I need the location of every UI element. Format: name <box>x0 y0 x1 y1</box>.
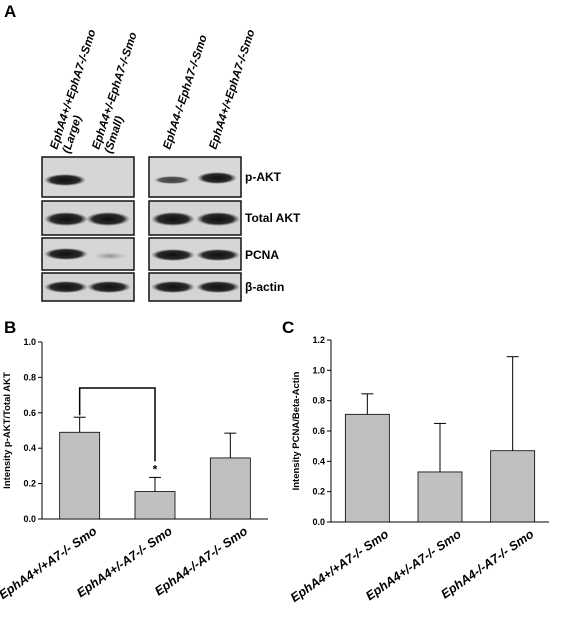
blot-row-beta-actin: β-actin <box>41 272 284 302</box>
y-tick-label: 0.0 <box>312 517 325 527</box>
category-label: EphA4+/+A7-/- Smo <box>288 527 391 605</box>
blot-row-p-akt: p-AKT <box>41 156 282 198</box>
band <box>44 248 88 260</box>
bar <box>490 450 536 523</box>
lane-label-4-line1: EphA4+/+EphA7-/-Smo <box>207 28 257 151</box>
bar <box>209 457 251 520</box>
panel-label-a: A <box>4 2 17 21</box>
lane-label-2: EphA4+/-EphA7-/-Smo (Small) <box>90 31 139 155</box>
lane-label-3: EphA4-/-EphA7-/-Smo <box>161 34 209 151</box>
band <box>151 281 195 293</box>
category-label: EphA4-/-A7-/- Smo <box>438 527 536 602</box>
band <box>44 174 86 186</box>
y-tick-label: 1.0 <box>312 365 325 375</box>
row-label-total-akt: Total AKT <box>245 211 301 225</box>
y-tick-label: 0.2 <box>23 479 36 489</box>
bar <box>134 491 176 520</box>
band <box>151 212 195 226</box>
blot-row-total-akt: Total AKT <box>41 200 301 236</box>
band <box>154 176 190 184</box>
band <box>151 249 195 261</box>
bar <box>417 471 463 523</box>
band <box>86 212 130 226</box>
panel-label-c: C <box>282 318 295 337</box>
lane-label-3-line1: EphA4-/-EphA7-/-Smo <box>161 34 209 151</box>
y-tick-label: 0.6 <box>23 408 36 418</box>
y-tick-label: 1.2 <box>312 335 325 345</box>
bar <box>344 413 390 523</box>
y-tick-label: 0.6 <box>312 426 325 436</box>
significance-star: * <box>153 462 158 476</box>
band <box>87 281 131 293</box>
western-blot-panel: EphA4+/+EphA7-/-Smo (Large) EphA4+/-EphA… <box>41 28 301 302</box>
category-label: EphA4+/+A7-/- Smo <box>0 524 100 602</box>
bar <box>59 431 101 520</box>
lane-label-4: EphA4+/+EphA7-/-Smo <box>207 28 257 151</box>
y-tick-label: 0.8 <box>23 372 36 382</box>
significance-bracket <box>78 387 156 462</box>
y-tick-label: 0.4 <box>312 456 325 466</box>
y-axis-label: Intensity PCNA/Beta-Actin <box>291 371 302 490</box>
category-label: EphA4+/-A7-/- Smo <box>74 524 175 600</box>
band <box>44 281 88 293</box>
y-tick-label: 0.0 <box>23 514 36 524</box>
band <box>196 249 240 261</box>
band <box>196 281 240 293</box>
band <box>197 172 237 184</box>
band <box>44 212 88 226</box>
y-tick-label: 1.0 <box>23 337 36 347</box>
y-tick-label: 0.2 <box>312 487 325 497</box>
y-axis-label: Intensity p-AKT/Total AKT <box>2 372 13 489</box>
category-label: EphA4-/-A7-/- Smo <box>152 524 250 599</box>
band <box>196 212 240 226</box>
blot-row-pcna: PCNA <box>41 237 279 271</box>
row-label-beta-actin: β-actin <box>245 280 284 294</box>
row-label-pcna: PCNA <box>245 248 279 262</box>
band <box>92 252 128 260</box>
row-label-p-akt: p-AKT <box>245 170 282 184</box>
y-tick-label: 0.4 <box>23 443 36 453</box>
category-label: EphA4+/-A7-/- Smo <box>363 527 464 603</box>
y-tick-label: 0.8 <box>312 396 325 406</box>
panel-label-b: B <box>4 318 17 337</box>
